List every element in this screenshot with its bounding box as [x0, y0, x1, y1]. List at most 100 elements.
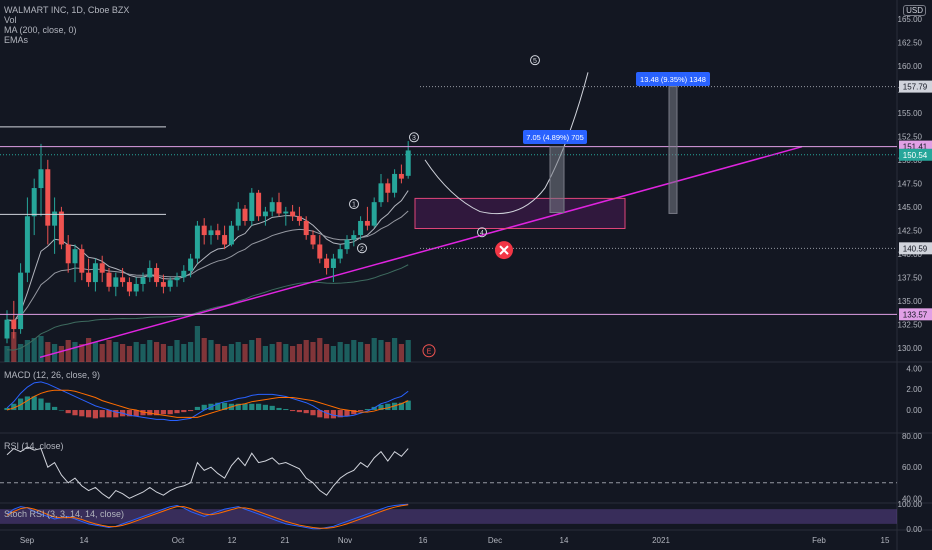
macd-histogram-bar [99, 410, 105, 418]
candle-body [392, 173, 398, 193]
macd-histogram-bar [92, 410, 98, 419]
candle-body [120, 277, 126, 283]
price-axis[interactable]: 130.00 132.50 135.00 137.50 140.00 142.50 145.… [898, 15, 932, 534]
candle-body [147, 267, 153, 278]
stoch-title[interactable]: Stoch RSI (3, 3, 14, 14, close) [4, 509, 125, 519]
candle-body [324, 258, 330, 268]
indicator-tick-label: 0.00 [906, 406, 922, 415]
volume-bar [337, 342, 343, 362]
volume-bar [4, 346, 10, 362]
ma-label[interactable]: MA (200, close, 0) [4, 25, 77, 35]
volume-bar [79, 344, 85, 362]
wave-marker-label: 5 [533, 58, 537, 65]
macd-histogram-bar [154, 410, 160, 416]
macd-histogram-bar [256, 403, 262, 411]
macd-histogram-bar [45, 402, 51, 411]
macd-histogram-bar [72, 410, 78, 416]
candlestick-series [4, 141, 411, 344]
candle-body [31, 188, 37, 217]
indicator-tick-label: 0.00 [906, 525, 922, 534]
volume-bar [201, 338, 207, 362]
macd-histogram-bar [133, 410, 139, 417]
trendline [39, 145, 803, 359]
volume-bar [222, 346, 228, 362]
price-level-tag [899, 242, 932, 255]
time-tick-label: 12 [228, 536, 237, 545]
volume-bar [208, 340, 214, 362]
price-tick-label: 132.50 [898, 320, 923, 329]
candle-body [167, 280, 173, 287]
volume-bar [405, 340, 411, 362]
volume-bar [392, 338, 398, 362]
candle-body [140, 277, 146, 284]
macd-histogram-bar [398, 402, 404, 411]
candle-body [385, 183, 391, 193]
candle-body [330, 258, 336, 268]
volume-bar [358, 342, 364, 362]
volume-bar [249, 340, 255, 362]
indicator-tick-label: 80.00 [902, 432, 923, 441]
candle-body [106, 272, 112, 287]
volume-bar [113, 342, 119, 362]
volume-bar [188, 342, 194, 362]
wave-marker [530, 55, 540, 66]
macd-histogram-bar [249, 403, 255, 411]
macd-histogram-bar [337, 410, 343, 418]
volume-bar [24, 340, 30, 362]
volume-bar [269, 344, 275, 362]
macd-histogram-bar [38, 398, 44, 411]
volume-bar [324, 344, 330, 362]
price-tick-label: 165.00 [898, 15, 923, 24]
stoch-k-line [6, 503, 409, 530]
volume-bar [160, 344, 166, 362]
currency-badge[interactable]: USD [903, 5, 926, 16]
candle-body [45, 169, 51, 226]
price-tick-label: 155.00 [898, 109, 923, 118]
symbol-title[interactable]: WALMART INC, 1D, Cboe BZX [4, 5, 130, 15]
time-axis[interactable]: Sep 14 Oct 12 21 Nov 16 Dec 14 2021 Feb 15 [20, 536, 890, 545]
candle-body [24, 216, 30, 273]
indicator-tick-label: 2.00 [906, 385, 922, 394]
candle-body [371, 202, 377, 226]
candle-body [181, 270, 187, 278]
moving-averages [6, 190, 409, 351]
volume-bar [215, 344, 221, 362]
volume-bar [38, 336, 44, 362]
vol-label[interactable]: Vol [4, 15, 17, 25]
volume-bar [378, 340, 384, 362]
volume-bar [120, 344, 126, 362]
candle-body [174, 277, 180, 281]
candle-body [188, 258, 194, 271]
indicator-tick-label: 4.00 [906, 364, 922, 373]
macd-line [6, 381, 409, 421]
macd-histogram-bar [86, 410, 92, 418]
candle-body [269, 202, 275, 212]
price-level-tag [899, 308, 932, 321]
volume-bar [317, 338, 323, 362]
candle-body [194, 225, 200, 259]
rsi-title[interactable]: RSI (14, close) [4, 441, 64, 451]
macd-histogram-bar [58, 410, 64, 411]
candle-body [160, 282, 166, 287]
price-level-tag-text: 151.41 [903, 143, 928, 152]
volume-bar [194, 326, 200, 362]
volume-bar [167, 346, 173, 362]
time-tick-label: Dec [488, 536, 502, 545]
macd-histogram-bar [269, 405, 275, 411]
volume-bar [126, 346, 132, 362]
wave-marker-label: 1 [352, 202, 356, 209]
candle-body [405, 150, 411, 176]
macd-histogram-bar [106, 410, 112, 418]
macd-histogram-bar [378, 404, 384, 411]
ema-line [6, 264, 409, 351]
target-zone-box [414, 197, 626, 229]
volume-bar [398, 344, 404, 362]
macd-histogram-bar [344, 410, 350, 417]
macd-histogram-bar [235, 403, 241, 411]
emas-label[interactable]: EMAs [4, 35, 29, 45]
macd-title[interactable]: MACD (12, 26, close, 9) [4, 370, 101, 380]
price-level-tag-text: 140.59 [903, 244, 928, 253]
volume-bar [344, 344, 350, 362]
